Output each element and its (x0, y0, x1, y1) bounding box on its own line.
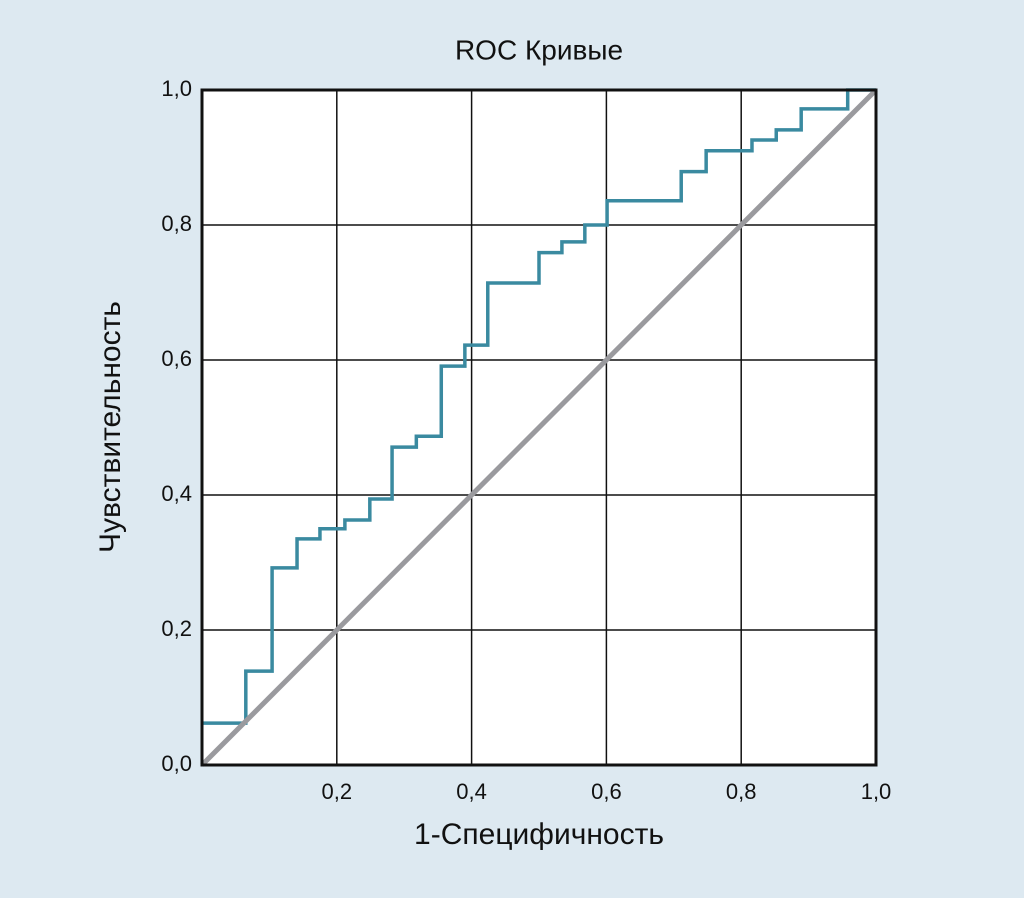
y-tick-label: 0,6 (161, 346, 192, 371)
x-tick-label: 0,4 (456, 779, 487, 804)
x-axis-label: 1-Специфичность (414, 818, 664, 851)
y-tick-label: 0,0 (161, 751, 192, 776)
y-axis-label: Чувствительность (94, 301, 127, 553)
y-tick-label: 0,2 (161, 616, 192, 641)
x-tick-label: 0,6 (591, 779, 622, 804)
x-tick-label: 0,2 (322, 779, 353, 804)
plot-frame (200, 88, 878, 767)
line-series (202, 88, 876, 725)
x-tick-label: 0,8 (726, 779, 757, 804)
y-tick-label: 1,0 (161, 76, 192, 101)
line-series (200, 88, 878, 767)
x-tick-label: 1,0 (861, 779, 892, 804)
y-tick-label: 0,8 (161, 211, 192, 236)
chart-title: ROC Кривые (455, 34, 623, 65)
y-tick-label: 0,4 (161, 481, 192, 506)
